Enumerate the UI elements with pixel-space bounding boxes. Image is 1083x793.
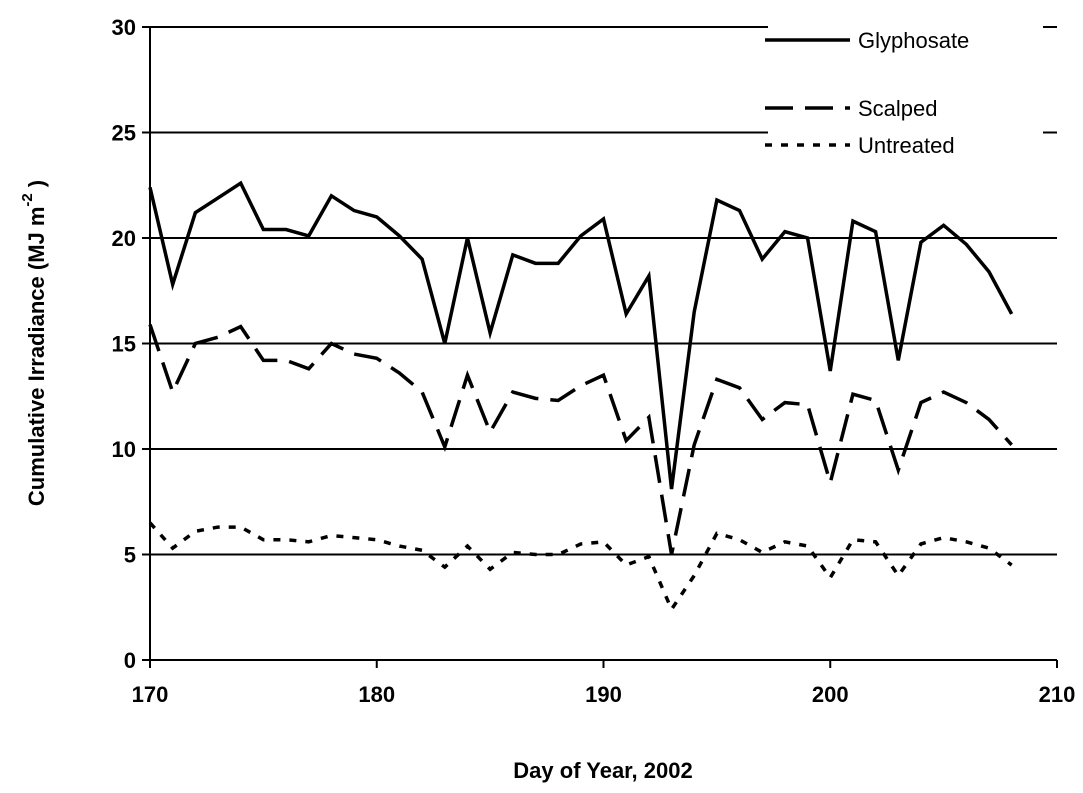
x-tick-label: 210	[1039, 682, 1076, 707]
y-axis-title-superscript: -2	[19, 193, 36, 206]
y-axis-title-end: )	[24, 180, 49, 187]
x-tick-label: 190	[585, 682, 622, 707]
x-axis-title: Day of Year, 2002	[513, 758, 692, 783]
y-tick-label: 10	[112, 437, 136, 462]
series-line	[148, 180, 1014, 490]
y-tick-label: 5	[124, 543, 136, 568]
y-tick-label: 30	[112, 15, 136, 40]
y-tick-label: 15	[112, 332, 136, 357]
legend-label: Untreated	[858, 133, 955, 158]
legend-box	[768, 18, 1043, 168]
y-axis-title-main: Cumulative Irradiance (MJ m	[24, 207, 49, 507]
series-line	[148, 521, 1013, 614]
x-tick-label: 180	[358, 682, 395, 707]
y-tick-label: 0	[124, 648, 136, 673]
y-tick-label: 20	[112, 226, 136, 251]
y-tick-label: 25	[112, 121, 136, 146]
x-tick-label: 200	[812, 682, 849, 707]
legend-label: Scalped	[858, 96, 938, 121]
series-line	[148, 323, 1013, 555]
x-tick-label: 170	[132, 682, 169, 707]
y-axis-title: Cumulative Irradiance (MJ m-2)	[19, 180, 49, 506]
legend-label: Glyphosate	[858, 28, 969, 53]
